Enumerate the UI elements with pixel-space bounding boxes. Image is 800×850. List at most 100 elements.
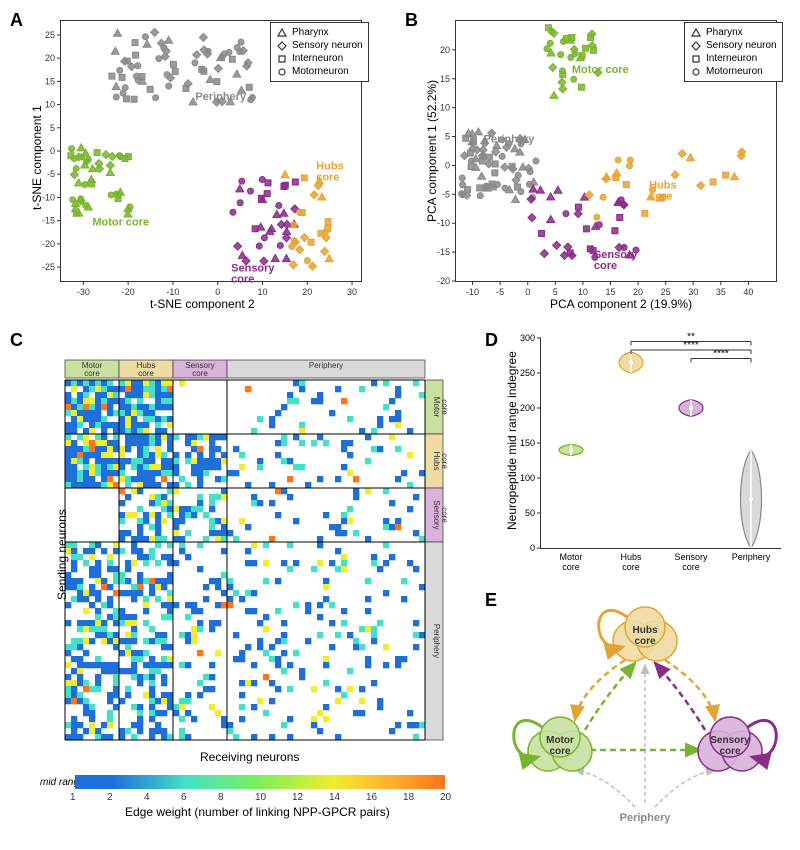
svg-text:0: 0 xyxy=(445,160,450,170)
panel-d-ylabel: Neuropeptide mid range indegree xyxy=(505,351,519,530)
panel-a-legend: PharynxSensory neuronInterneuronMotorneu… xyxy=(270,22,369,82)
svg-text:core: core xyxy=(440,507,449,523)
svg-text:10: 10 xyxy=(440,103,450,113)
panel-a-ylabel: t-SNE component 1 xyxy=(30,105,44,210)
svg-text:300: 300 xyxy=(520,333,535,343)
svg-text:core: core xyxy=(649,191,672,203)
panel-b-xlabel: PCA component 2 (19.9%) xyxy=(550,297,692,311)
legend-row: Pharynx xyxy=(690,26,777,39)
colorbar-tick: 2 xyxy=(107,792,113,803)
svg-text:core: core xyxy=(562,562,580,572)
svg-text:Hubs: Hubs xyxy=(633,625,658,636)
colorbar-tick: 20 xyxy=(440,792,451,803)
svg-text:Motor: Motor xyxy=(546,735,574,746)
svg-text:0: 0 xyxy=(50,146,55,156)
colorbar-tick: 8 xyxy=(218,792,224,803)
svg-text:core: core xyxy=(192,369,208,378)
colorbar-tick: 10 xyxy=(255,792,266,803)
svg-text:15: 15 xyxy=(45,76,55,86)
svg-text:-15: -15 xyxy=(437,247,450,257)
panel-d-svg: 050100150200250300MotorcoreHubscoreSenso… xyxy=(541,338,781,548)
svg-text:core: core xyxy=(549,746,571,757)
svg-text:20: 20 xyxy=(302,287,312,297)
svg-text:-5: -5 xyxy=(442,189,450,199)
svg-text:20: 20 xyxy=(45,53,55,63)
colorbar-tick: 16 xyxy=(366,792,377,803)
panel-d-label: D xyxy=(485,330,498,351)
svg-text:20: 20 xyxy=(440,45,450,55)
svg-text:30: 30 xyxy=(347,287,357,297)
svg-text:20: 20 xyxy=(633,287,643,297)
panel-c-ylabel: Sending neurons xyxy=(55,509,69,600)
svg-text:Motor core: Motor core xyxy=(92,216,149,228)
figure-root: A -30-20-100102030-25-20-15-10-505101520… xyxy=(10,10,790,840)
panel-b-ylabel: PCA component 1 (52.2%) xyxy=(425,80,439,222)
svg-text:-20: -20 xyxy=(437,276,450,286)
legend-row: Motorneuron xyxy=(690,65,777,78)
legend-row: Pharynx xyxy=(276,26,363,39)
legend-row: Sensory neuron xyxy=(690,39,777,52)
svg-text:100: 100 xyxy=(520,473,535,483)
svg-text:10: 10 xyxy=(257,287,267,297)
svg-text:5: 5 xyxy=(445,132,450,142)
colorbar-tick: 6 xyxy=(181,792,187,803)
svg-text:core: core xyxy=(682,562,700,572)
panel-a-label: A xyxy=(10,10,23,31)
svg-text:30: 30 xyxy=(688,287,698,297)
svg-text:Hubs: Hubs xyxy=(432,452,441,471)
svg-text:core: core xyxy=(719,746,741,757)
svg-text:Sensory: Sensory xyxy=(432,500,441,529)
colorbar-tick: 14 xyxy=(329,792,340,803)
svg-text:Motor: Motor xyxy=(559,552,582,562)
panel-c-label: C xyxy=(10,330,23,351)
svg-text:5: 5 xyxy=(553,287,558,297)
legend-row: Motorneuron xyxy=(276,65,363,78)
svg-text:10: 10 xyxy=(578,287,588,297)
svg-text:200: 200 xyxy=(520,403,535,413)
panel-a-xlabel: t-SNE component 2 xyxy=(150,297,255,311)
svg-text:-20: -20 xyxy=(122,287,135,297)
legend-row: Interneuron xyxy=(690,52,777,65)
svg-text:15: 15 xyxy=(605,287,615,297)
svg-text:Sensory: Sensory xyxy=(674,552,708,562)
panel-b-label: B xyxy=(405,10,418,31)
panel-c-svg: MotorcoreHubscoreSensorycorePeripheryMot… xyxy=(65,360,445,740)
svg-text:0: 0 xyxy=(530,543,535,553)
colorbar-label: Edge weight (number of linking NPP-GPCR … xyxy=(125,805,390,819)
svg-text:****: **** xyxy=(713,349,729,360)
svg-text:Periphery: Periphery xyxy=(732,552,771,562)
svg-text:core: core xyxy=(138,369,154,378)
legend-row: Sensory neuron xyxy=(276,39,363,52)
svg-text:-20: -20 xyxy=(42,239,55,249)
panel-d-chart: 050100150200250300MotorcoreHubscoreSenso… xyxy=(540,338,781,549)
legend-row: Interneuron xyxy=(276,52,363,65)
svg-text:5: 5 xyxy=(50,123,55,133)
svg-text:Hubs: Hubs xyxy=(620,552,642,562)
svg-text:Motor core: Motor core xyxy=(572,64,629,76)
svg-text:-25: -25 xyxy=(42,262,55,272)
svg-text:Periphery: Periphery xyxy=(195,91,247,103)
svg-text:Sensory: Sensory xyxy=(710,735,750,746)
svg-text:150: 150 xyxy=(520,438,535,448)
svg-text:core: core xyxy=(594,260,617,272)
panel-b-legend: PharynxSensory neuronInterneuronMotorneu… xyxy=(684,22,783,82)
panel-e-svg: HubscoreMotorcoreSensorycorePeriphery xyxy=(500,590,790,830)
colorbar-tick: 1 xyxy=(70,792,76,803)
colorbar-tick: 4 xyxy=(144,792,150,803)
svg-text:50: 50 xyxy=(525,508,535,518)
svg-text:Periphery: Periphery xyxy=(432,624,441,658)
panel-c-heatmap: MotorcoreHubscoreSensorycorePeripheryMot… xyxy=(65,360,445,740)
svg-text:25: 25 xyxy=(45,30,55,40)
svg-text:core: core xyxy=(634,636,656,647)
panel-e-label: E xyxy=(485,590,497,611)
svg-text:core: core xyxy=(440,453,449,469)
svg-text:-15: -15 xyxy=(42,216,55,226)
svg-text:Periphery: Periphery xyxy=(620,812,672,824)
svg-text:250: 250 xyxy=(520,368,535,378)
colorbar xyxy=(75,775,445,789)
svg-text:Periphery: Periphery xyxy=(309,361,343,370)
svg-text:core: core xyxy=(622,562,640,572)
colorbar-tick: 12 xyxy=(292,792,303,803)
svg-text:-10: -10 xyxy=(166,287,179,297)
svg-text:25: 25 xyxy=(661,287,671,297)
